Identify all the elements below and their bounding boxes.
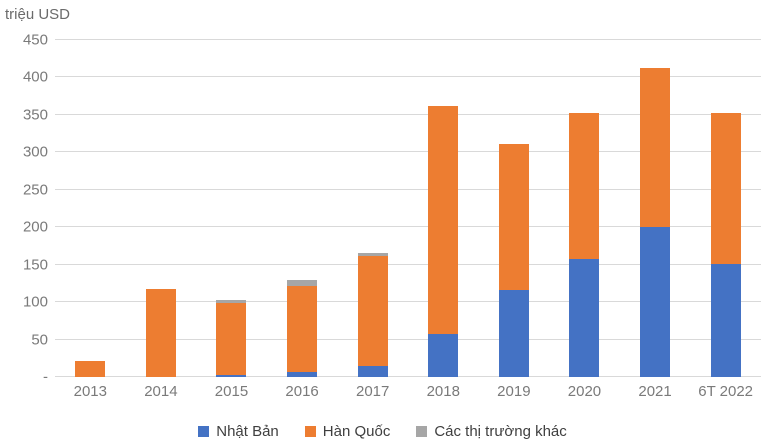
bars-row — [55, 40, 761, 377]
gridline-0 — [55, 376, 761, 377]
bar-slot-2019 — [479, 40, 550, 377]
bar-segment-korea — [710, 112, 741, 264]
y-tick-label-0: - — [43, 368, 48, 386]
bar-slot-2018 — [408, 40, 479, 377]
bar-segment-korea — [145, 289, 176, 377]
bar-segment-other — [357, 253, 388, 257]
x-tick-label-2017: 2017 — [355, 383, 390, 400]
bar-segment-korea — [640, 67, 671, 228]
y-tick-label-450: 450 — [22, 31, 48, 49]
gridline-250 — [55, 188, 761, 190]
x-tick-label-2018: 2018 — [426, 383, 460, 400]
bar-slot-2013 — [55, 40, 126, 377]
bar-segment-korea — [287, 286, 318, 372]
bar-segment-korea — [569, 113, 600, 260]
y-tick-label-100: 100 — [22, 293, 48, 311]
stacked-bar-2018 — [428, 40, 459, 377]
bar-segment-korea — [75, 360, 106, 377]
bar-segment-other — [287, 280, 318, 287]
x-tick-label-2013: 2013 — [73, 383, 107, 400]
bar-slot-2020 — [549, 40, 620, 377]
bar-segment-other — [216, 299, 247, 303]
stacked-bar-2019 — [498, 40, 529, 377]
bar-slot-6t-2022 — [690, 40, 761, 377]
gridline-150 — [55, 263, 761, 265]
gridline-400 — [55, 76, 761, 78]
bar-slot-2015 — [196, 40, 267, 377]
legend-label-japan: Nhật Bản — [216, 423, 279, 440]
bar-slot-2014 — [126, 40, 197, 377]
bar-segment-japan — [428, 334, 459, 377]
bar-segment-japan — [710, 263, 741, 377]
legend-swatch-korea — [304, 426, 316, 437]
x-tick-label-2019: 2019 — [497, 383, 531, 400]
y-tick-label-50: 50 — [31, 331, 48, 349]
legend-item-korea: Hàn Quốc — [304, 423, 391, 440]
stacked-bar-2017 — [357, 40, 388, 377]
legend-swatch-japan — [198, 426, 210, 437]
stacked-bar-2013 — [75, 40, 106, 377]
x-tick-label-2020: 2020 — [567, 383, 602, 400]
y-tick-label-400: 400 — [22, 68, 48, 86]
y-tick-label-200: 200 — [22, 218, 48, 236]
bar-segment-japan — [357, 365, 388, 377]
bar-segment-japan — [569, 259, 600, 377]
stacked-bar-2015 — [216, 40, 247, 377]
bar-segment-japan — [498, 290, 529, 377]
stacked-bar-2020 — [569, 40, 600, 377]
x-tick-label-2016: 2016 — [285, 383, 319, 400]
y-tick-label-150: 150 — [22, 256, 48, 274]
bar-slot-2016 — [267, 40, 338, 377]
gridline-100 — [55, 301, 761, 303]
legend-item-other: Các thị trường khác — [416, 423, 567, 440]
bar-slot-2021 — [620, 40, 691, 377]
y-tick-label-350: 350 — [22, 106, 48, 124]
y-tick-label-300: 300 — [22, 143, 48, 161]
gridline-350 — [55, 113, 761, 115]
bar-segment-korea — [357, 256, 388, 366]
x-axis: 2013 2014 2015 2016 2017 2018 2019 2020 2021 6T 2… — [55, 383, 761, 405]
stacked-bar-6t-2022 — [710, 40, 741, 377]
bar-segment-korea — [498, 144, 529, 291]
bar-segment-japan — [640, 227, 671, 377]
bar-segment-japan — [216, 374, 247, 377]
legend-label-other: Các thị trường khác — [434, 423, 567, 440]
gridline-50 — [55, 338, 761, 340]
x-tick-label-2021: 2021 — [638, 383, 672, 400]
legend: Nhật Bản Hàn Quốc Các thị trường khác — [0, 423, 765, 440]
plot-area — [55, 39, 761, 377]
gridline-200 — [55, 226, 761, 228]
x-tick-label-6t-2022: 6T 2022 — [698, 383, 754, 400]
y-axis-unit-label: triệu USD — [5, 6, 71, 23]
y-axis: - 50 100 150 200 250 300 350 400 450 — [0, 33, 48, 385]
bar-segment-japan — [287, 371, 318, 377]
gridline-450 — [55, 39, 761, 40]
x-tick-label-2015: 2015 — [214, 383, 249, 400]
stacked-bar-2014 — [145, 40, 176, 377]
bar-segment-korea — [428, 105, 459, 335]
stacked-bar-2016 — [287, 40, 318, 377]
bar-segment-korea — [216, 302, 247, 375]
stacked-bar-2021 — [640, 40, 671, 377]
bar-slot-2017 — [337, 40, 408, 377]
legend-item-japan: Nhật Bản — [198, 423, 279, 440]
x-tick-label-2014: 2014 — [144, 383, 178, 400]
gridline-300 — [55, 151, 761, 153]
legend-label-korea: Hàn Quốc — [322, 423, 391, 440]
y-tick-label-250: 250 — [22, 181, 48, 199]
legend-swatch-other — [416, 426, 428, 437]
